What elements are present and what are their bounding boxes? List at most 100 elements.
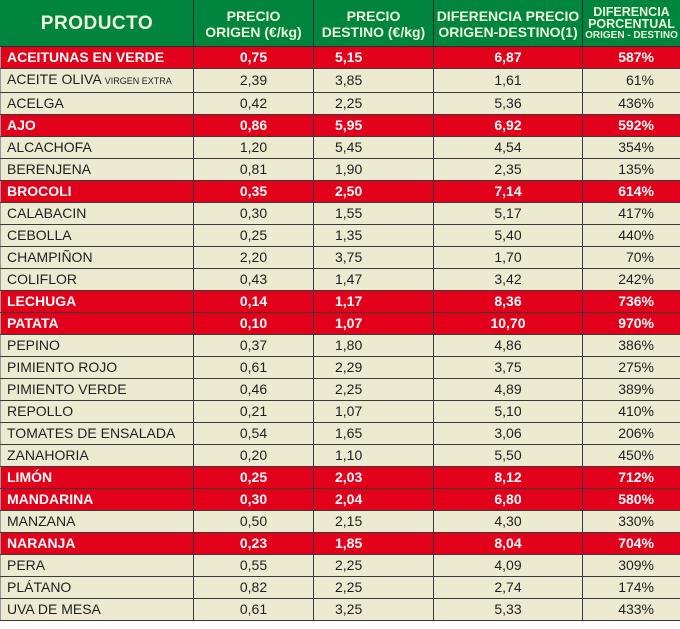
cell-precio-destino: 1,10 [313, 444, 434, 467]
cell-porcentaje: 275% [582, 356, 680, 379]
cell-precio-destino: 2,25 [313, 576, 434, 599]
cell-porcentaje: 614% [582, 180, 680, 203]
cell-precio-destino: 1,65 [313, 422, 434, 445]
header-diferencia-porcentual-line2: PORCENTUAL [588, 16, 675, 31]
header-diferencia-precio-line1: DIFERENCIA PRECIO [436, 7, 580, 24]
cell-producto: BROCOLI [0, 180, 194, 203]
cell-diferencia: 5,33 [433, 598, 583, 621]
header-precio-origen: PRECIO ORIGEN (€/kg) [193, 0, 314, 47]
cell-porcentaje-text: 587% [618, 49, 654, 65]
cell-diferencia-text: 2,74 [494, 579, 522, 595]
cell-precio-destino-text: 3,85 [335, 72, 363, 88]
cell-precio-origen-text: 0,20 [239, 447, 268, 463]
cell-diferencia-text: 5,10 [494, 403, 522, 419]
cell-precio-destino-text: 1,80 [335, 337, 363, 353]
cell-precio-origen-text: 0,86 [239, 117, 268, 133]
cell-precio-origen-text: 0,37 [239, 337, 268, 353]
cell-precio-origen-text: 1,20 [239, 139, 268, 155]
cell-producto-text: CEBOLLA [7, 227, 72, 243]
cell-precio-origen-text: 0,42 [239, 95, 268, 111]
cell-precio-destino-text: 3,75 [335, 249, 363, 265]
cell-precio-destino: 1,07 [313, 400, 434, 423]
cell-porcentaje: 330% [582, 510, 680, 533]
cell-diferencia-text: 4,86 [494, 337, 522, 353]
cell-diferencia-text: 8,04 [494, 535, 522, 551]
cell-porcentaje: 417% [582, 202, 680, 225]
cell-precio-destino: 1,80 [313, 334, 434, 357]
cell-producto-text: CALABACIN [7, 205, 87, 221]
table-row: PIMIENTO ROJO 0,61 2,29 3,75 275% [0, 356, 680, 379]
cell-precio-destino: 1,90 [313, 158, 434, 181]
cell-producto-text: LIMÓN [7, 469, 53, 485]
cell-diferencia: 8,36 [433, 290, 583, 313]
table-row: LIMÓN 0,25 2,03 8,12 712% [0, 466, 680, 489]
cell-precio-origen: 1,20 [193, 136, 314, 159]
cell-producto: CALABACIN [0, 202, 194, 225]
cell-producto-text: MANZANA [7, 513, 76, 529]
table-row: ALCACHOFA 1,20 5,45 4,54 354% [0, 136, 680, 159]
cell-precio-origen-text: 0,10 [239, 315, 268, 331]
table-row: MANDARINA 0,30 2,04 6,80 580% [0, 488, 680, 511]
cell-producto-text: PERA [7, 557, 46, 573]
cell-diferencia: 1,61 [433, 68, 583, 93]
cell-precio-origen-text: 0,55 [239, 557, 268, 573]
cell-porcentaje-text: 61% [625, 72, 654, 88]
cell-diferencia: 4,30 [433, 510, 583, 533]
table-row: CALABACIN 0,30 1,55 5,17 417% [0, 202, 680, 225]
table-row: ACEITE OLIVA VIRGEN EXTRA 2,39 3,85 1,61 61% [0, 68, 680, 93]
cell-precio-origen: 0,30 [193, 488, 314, 511]
cell-precio-origen-text: 0,21 [239, 403, 268, 419]
cell-porcentaje-text: 436% [618, 95, 654, 111]
cell-porcentaje: 736% [582, 290, 680, 313]
header-diferencia-porcentual-sub: ORIGEN - DESTINO [585, 29, 678, 41]
cell-producto: PLÁTANO [0, 576, 194, 599]
cell-porcentaje: 410% [582, 400, 680, 423]
table-row: CHAMPIÑON 2,20 3,75 1,70 70% [0, 246, 680, 269]
cell-precio-destino-text: 1,35 [335, 227, 363, 243]
cell-precio-origen: 0,25 [193, 224, 314, 247]
cell-precio-destino-text: 1,90 [335, 161, 363, 177]
cell-porcentaje: 450% [582, 444, 680, 467]
cell-precio-destino: 2,50 [313, 180, 434, 203]
header-precio-origen-line1: PRECIO [226, 7, 281, 24]
cell-diferencia: 6,80 [433, 488, 583, 511]
cell-diferencia-text: 7,14 [494, 183, 522, 199]
cell-producto: PEPINO [0, 334, 194, 357]
cell-producto-text: NARANJA [7, 535, 76, 551]
cell-porcentaje: 440% [582, 224, 680, 247]
table-body: ACEITUNAS EN VERDE 0,75 5,15 6,87 587% ACEITE… [0, 46, 680, 621]
cell-precio-destino: 2,25 [313, 92, 434, 115]
cell-porcentaje-text: 354% [618, 139, 654, 155]
cell-porcentaje: 436% [582, 92, 680, 115]
cell-producto-text: REPOLLO [7, 403, 74, 419]
cell-producto-text: UVA DE MESA [7, 601, 101, 617]
cell-precio-origen: 2,39 [193, 68, 314, 93]
cell-precio-origen-text: 0,25 [239, 469, 268, 485]
cell-porcentaje: 242% [582, 268, 680, 291]
cell-producto: ZANAHORIA [0, 444, 194, 467]
cell-precio-origen: 0,75 [193, 46, 314, 69]
table-row: PATATA 0,10 1,07 10,70 970% [0, 312, 680, 335]
cell-porcentaje: 389% [582, 378, 680, 401]
cell-precio-destino-text: 1,17 [335, 293, 363, 309]
cell-diferencia-text: 1,70 [494, 249, 522, 265]
cell-precio-origen-text: 0,23 [239, 535, 268, 551]
cell-precio-destino: 1,07 [313, 312, 434, 335]
cell-precio-destino-text: 1,65 [335, 425, 363, 441]
cell-porcentaje-text: 309% [618, 557, 654, 573]
cell-porcentaje-text: 275% [618, 359, 654, 375]
cell-diferencia: 5,17 [433, 202, 583, 225]
cell-porcentaje: 309% [582, 554, 680, 577]
cell-producto: NARANJA [0, 532, 194, 555]
cell-porcentaje: 70% [582, 246, 680, 269]
cell-diferencia-text: 4,09 [494, 557, 522, 573]
cell-precio-origen-text: 0,75 [239, 49, 268, 65]
cell-precio-origen: 0,86 [193, 114, 314, 137]
cell-producto-text: MANDARINA [7, 491, 94, 507]
cell-producto-text: BROCOLI [7, 183, 72, 199]
cell-precio-destino-text: 2,15 [335, 513, 363, 529]
cell-diferencia-text: 5,17 [494, 205, 522, 221]
cell-precio-destino: 1,47 [313, 268, 434, 291]
cell-precio-destino: 3,75 [313, 246, 434, 269]
